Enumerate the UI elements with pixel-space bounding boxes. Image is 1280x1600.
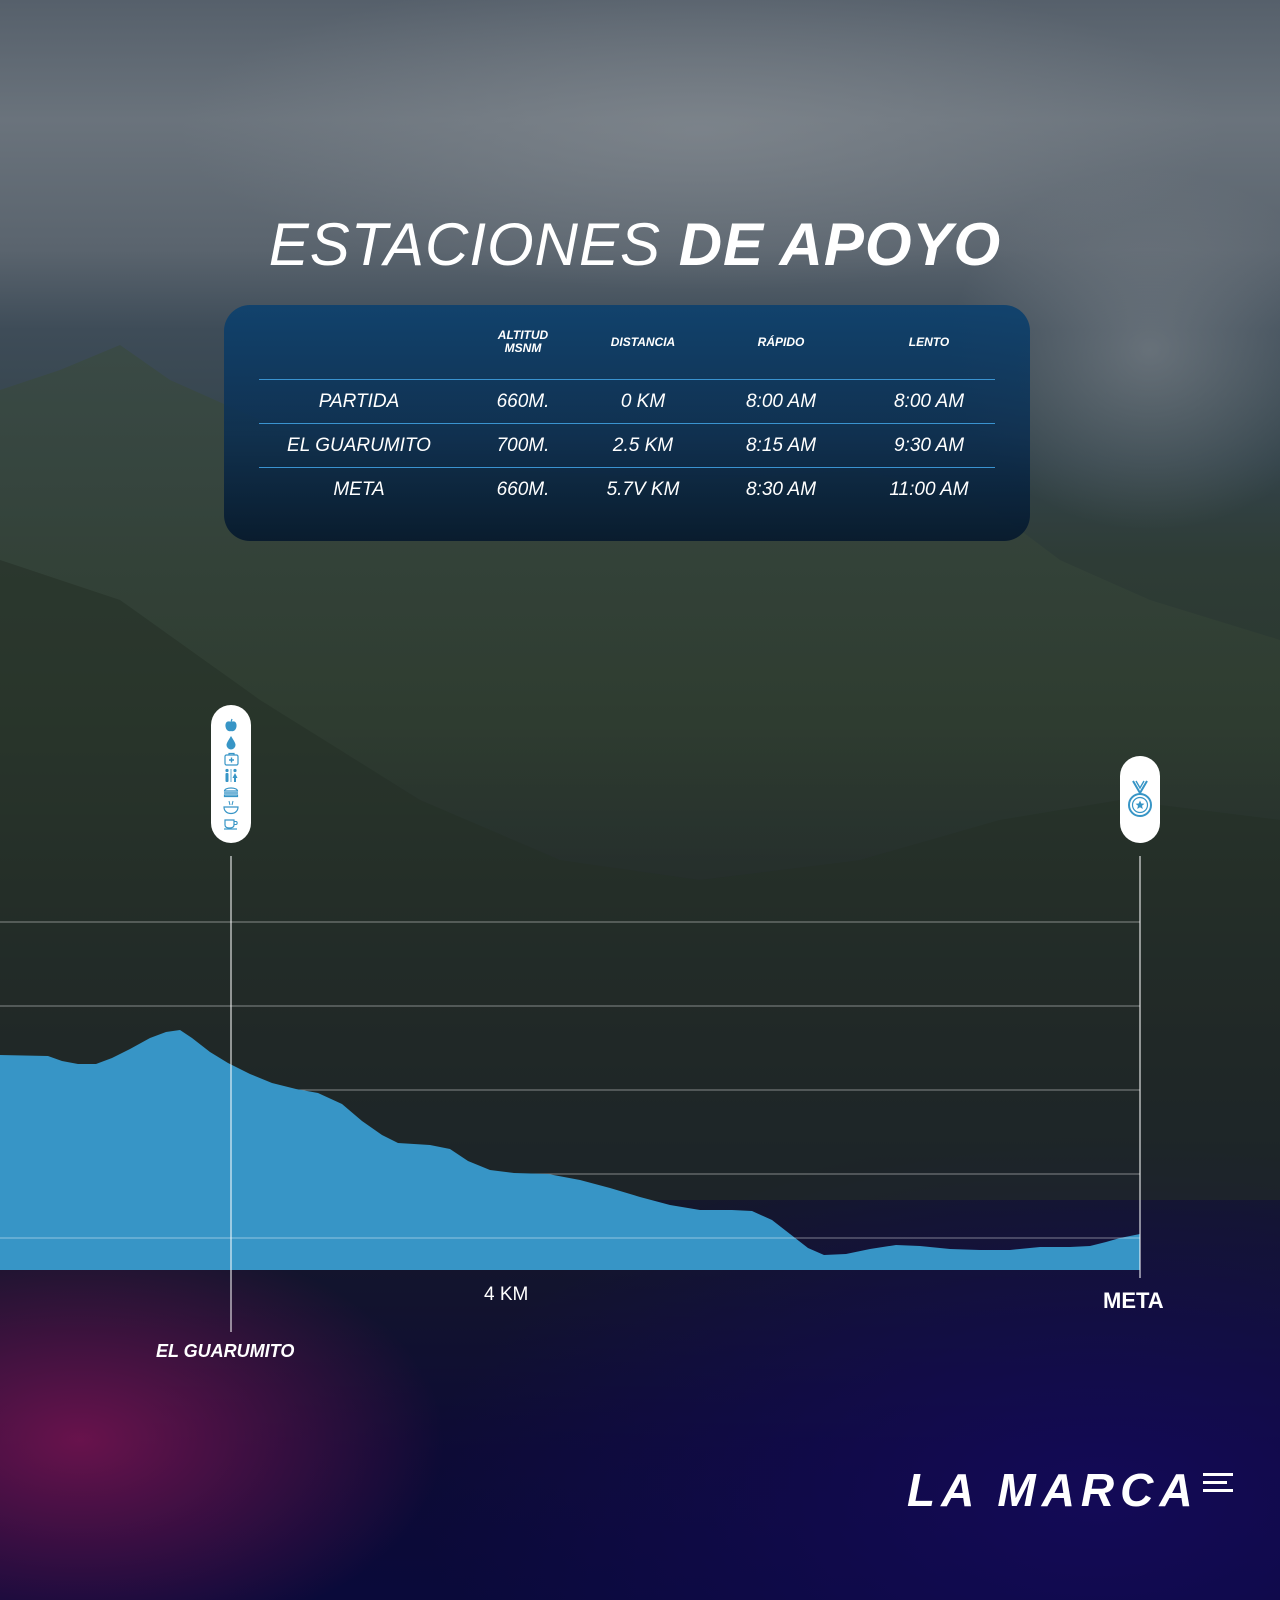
table-cell: 8:30 AM (745, 478, 817, 500)
coffee-cup-icon (224, 819, 238, 830)
table-header-cell: ALTITUD MSNM (497, 328, 549, 355)
brand-logo-lines-icon (1202, 1473, 1233, 1492)
table-row: EL GUARUMITO 700M. 2.5 KM 8:15 AM 9:30 A… (259, 423, 995, 467)
apple-icon (225, 718, 237, 732)
restroom-icon (225, 768, 238, 782)
sandwich-icon (223, 787, 239, 798)
table-cell: EL GUARUMITO (287, 434, 431, 456)
table-cell: 8:15 AM (745, 434, 817, 456)
table-header-cell: RÁPIDO (757, 335, 805, 349)
table-cell: PARTIDA (318, 390, 400, 412)
finish-pill (1120, 756, 1160, 843)
distance-axis-label: 4 KM (484, 1284, 529, 1305)
title-bold: DE APOYO (678, 211, 1002, 278)
title-light: ESTACIONES (268, 211, 662, 278)
table-cell: META (333, 478, 385, 500)
station-amenities-pill (211, 705, 251, 843)
elevation-area (0, 1030, 1140, 1270)
table-cell: 660M. (496, 390, 550, 412)
table-cell: 8:00 AM (893, 390, 965, 412)
table-cell: 8:00 AM (745, 390, 817, 412)
table-cell: 9:30 AM (893, 434, 965, 456)
station-label: EL GUARUMITO (156, 1341, 295, 1361)
water-drop-icon (226, 736, 236, 750)
table-header-cell: LENTO (908, 335, 950, 349)
table-cell: 0 KM (620, 390, 666, 412)
table-cell: 700M. (496, 434, 550, 456)
table-cell: 11:00 AM (889, 478, 969, 500)
table-header-cell: DISTANCIA (610, 335, 676, 349)
table-cell: 5.7V KM (606, 478, 680, 500)
page-title: ESTACIONES DE APOYO (0, 210, 1270, 280)
brand-logo: LA MARCA (907, 1464, 1233, 1516)
table-row: META 660M. 5.7V KM 8:30 AM 11:00 AM (259, 467, 995, 511)
medal-icon (1128, 779, 1152, 817)
first-aid-icon (223, 752, 239, 766)
finish-label: META (1103, 1288, 1164, 1313)
table-cell: 660M. (496, 478, 550, 500)
stations-table: ALTITUD MSNM DISTANCIA RÁPIDO LENTO PARTI… (224, 305, 1030, 541)
brand-logo-text: LA MARCA (907, 1464, 1199, 1516)
table-header-row: ALTITUD MSNM DISTANCIA RÁPIDO LENTO (259, 305, 995, 379)
bowl-icon (223, 800, 239, 815)
table-cell: 2.5 KM (612, 434, 674, 456)
table-row: PARTIDA 660M. 0 KM 8:00 AM 8:00 AM (259, 379, 995, 423)
